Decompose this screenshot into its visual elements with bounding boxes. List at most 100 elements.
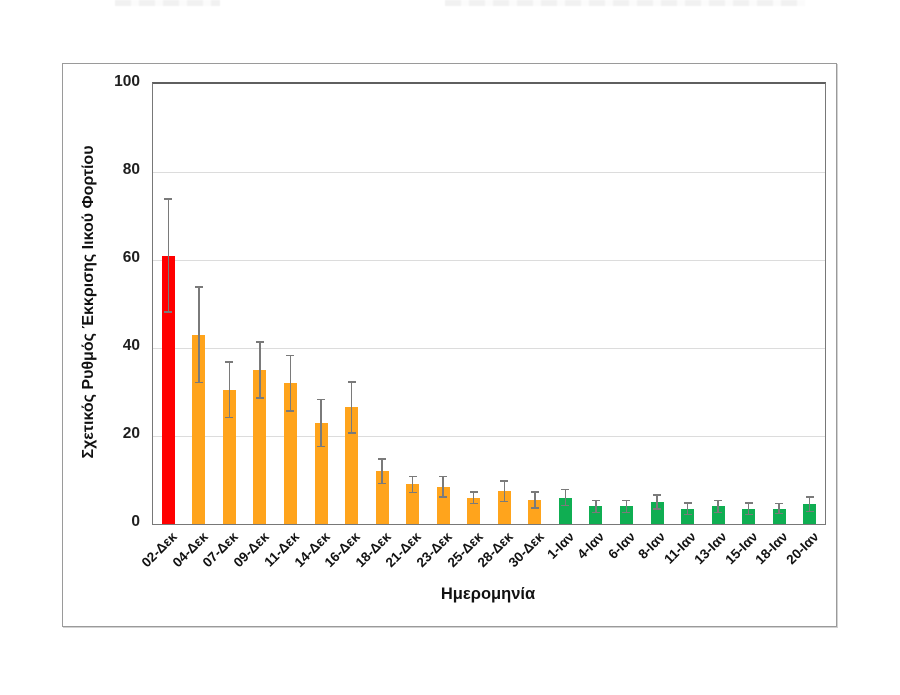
x-tick-label-1-Ιαν: 1-Ιαν: [544, 529, 577, 562]
bar-25-Δεκ: [467, 497, 481, 524]
error-bar-line: [625, 499, 628, 513]
error-bar-28-Δεκ: [500, 480, 509, 502]
error-bar-15-Ιαν: [744, 502, 753, 516]
error-bar-cap-bottom: [164, 311, 173, 313]
error-bar-cap-bottom: [225, 416, 234, 419]
x-tick-label-4-Ιαν: 4-Ιαν: [574, 529, 608, 562]
error-bar-cap-bottom: [439, 496, 448, 498]
gridline-y-60: [153, 260, 825, 261]
error-bar-line: [595, 499, 597, 513]
error-bar-cap-bottom: [408, 491, 417, 494]
error-bar-line: [442, 475, 444, 498]
y-axis-title: Σχετικός Ρυθμός Έκκρισης Ιικού Φορτίου: [80, 145, 97, 459]
error-bar-8-Ιαν: [653, 494, 661, 510]
error-bar-line: [167, 198, 170, 313]
error-bar-cap-top: [591, 499, 600, 502]
y-tick-label-100: 100: [114, 73, 140, 90]
error-bar-cap-top: [622, 499, 631, 502]
bar-14-Δεκ: [314, 422, 328, 524]
bar-07-Δεκ: [222, 389, 236, 524]
error-bar-line: [503, 480, 506, 502]
error-bar-cap-bottom: [378, 482, 387, 485]
bar-09-Δεκ: [253, 370, 267, 524]
error-bar-cap-bottom: [591, 511, 600, 513]
error-bar-cap-bottom: [500, 500, 509, 502]
x-tick-label-6-Ιαν: 6-Ιαν: [605, 529, 639, 562]
error-bar-04-Δεκ: [194, 286, 203, 384]
x-tick-label-13-Ιαν: 13-Ιαν: [691, 529, 730, 568]
error-bar-cap-top: [744, 502, 753, 504]
cropped-text-artifact-right: [445, 0, 805, 6]
error-bar-cap-bottom: [561, 504, 570, 507]
error-bar-07-Δεκ: [225, 361, 234, 419]
gridline-y-80: [153, 172, 825, 173]
gridline-y-20: [153, 436, 825, 437]
error-bar-cap-top: [714, 499, 723, 502]
error-bar-cap-top: [408, 475, 417, 478]
error-bar-cap-top: [469, 491, 478, 493]
error-bar-20-Ιαν: [805, 496, 814, 513]
error-bar-25-Δεκ: [469, 491, 478, 505]
error-bar-line: [259, 341, 261, 399]
error-bar-cap-top: [164, 198, 173, 200]
error-bar-cap-top: [530, 491, 539, 493]
error-bar-30-Δεκ: [530, 491, 539, 509]
error-bar-line: [778, 502, 780, 515]
error-bar-6-Ιαν: [622, 499, 631, 513]
error-bar-line: [198, 286, 200, 384]
bar-8-Ιαν: [650, 502, 664, 524]
y-tick-label-20: 20: [122, 425, 140, 442]
bar-23-Δεκ: [436, 486, 450, 524]
error-bar-02-Δεκ: [164, 198, 173, 313]
x-tick-label-15-Ιαν: 15-Ιαν: [722, 529, 761, 568]
error-bar-18-Δεκ: [378, 458, 387, 485]
error-bar-4-Ιαν: [591, 499, 600, 513]
error-bar-11-Ιαν: [683, 502, 692, 516]
error-bar-16-Δεκ: [347, 381, 356, 434]
bar-6-Ιαν: [619, 506, 633, 524]
error-bar-line: [289, 354, 292, 412]
bar-chart-figure: Σχετικός Ρυθμός Έκκρισης Ιικού Φορτίου 0…: [62, 63, 837, 627]
error-bar-23-Δεκ: [439, 475, 448, 498]
error-bar-line: [228, 361, 231, 419]
error-bar-cap-bottom: [347, 432, 356, 434]
error-bar-cap-bottom: [255, 397, 264, 399]
error-bar-line: [808, 496, 811, 513]
error-bar-line: [411, 475, 414, 494]
error-bar-cap-top: [378, 458, 387, 460]
error-bar-cap-top: [255, 341, 264, 343]
error-bar-line: [564, 488, 567, 507]
error-bar-cap-bottom: [469, 502, 478, 505]
error-bar-line: [534, 491, 536, 509]
x-axis-title: Ημερομηνία: [440, 585, 536, 603]
x-tick-label-11-Ιαν: 11-Ιαν: [661, 529, 700, 567]
bar-16-Δεκ: [345, 407, 359, 524]
error-bar-18-Ιαν: [775, 502, 784, 515]
error-bar-line: [472, 491, 475, 505]
bar-30-Δεκ: [528, 499, 542, 524]
error-bar-cap-top: [439, 475, 448, 478]
error-bar-line: [717, 499, 719, 513]
error-bar-line: [320, 398, 322, 447]
error-bar-line: [381, 458, 383, 485]
error-bar-line: [350, 381, 353, 434]
bar-02-Δεκ: [161, 255, 175, 524]
error-bar-cap-bottom: [317, 445, 325, 447]
error-bar-cap-top: [347, 381, 356, 383]
error-bar-21-Δεκ: [408, 475, 417, 494]
error-bar-line: [656, 494, 658, 510]
error-bar-cap-bottom: [744, 513, 753, 516]
error-bar-cap-bottom: [194, 381, 203, 384]
error-bar-cap-top: [194, 286, 203, 288]
y-tick-label-80: 80: [122, 161, 140, 178]
x-tick-label-18-Ιαν: 18-Ιαν: [752, 529, 791, 568]
error-bar-13-Ιαν: [714, 499, 723, 513]
error-bar-cap-bottom: [622, 511, 631, 513]
error-bar-cap-bottom: [714, 511, 723, 513]
gridline-y-40: [153, 348, 825, 349]
bar-13-Ιαν: [711, 506, 725, 524]
y-tick-label-60: 60: [122, 249, 140, 266]
error-bar-cap-bottom: [653, 508, 661, 510]
error-bar-11-Δεκ: [286, 354, 295, 412]
error-bar-cap-top: [683, 502, 692, 504]
